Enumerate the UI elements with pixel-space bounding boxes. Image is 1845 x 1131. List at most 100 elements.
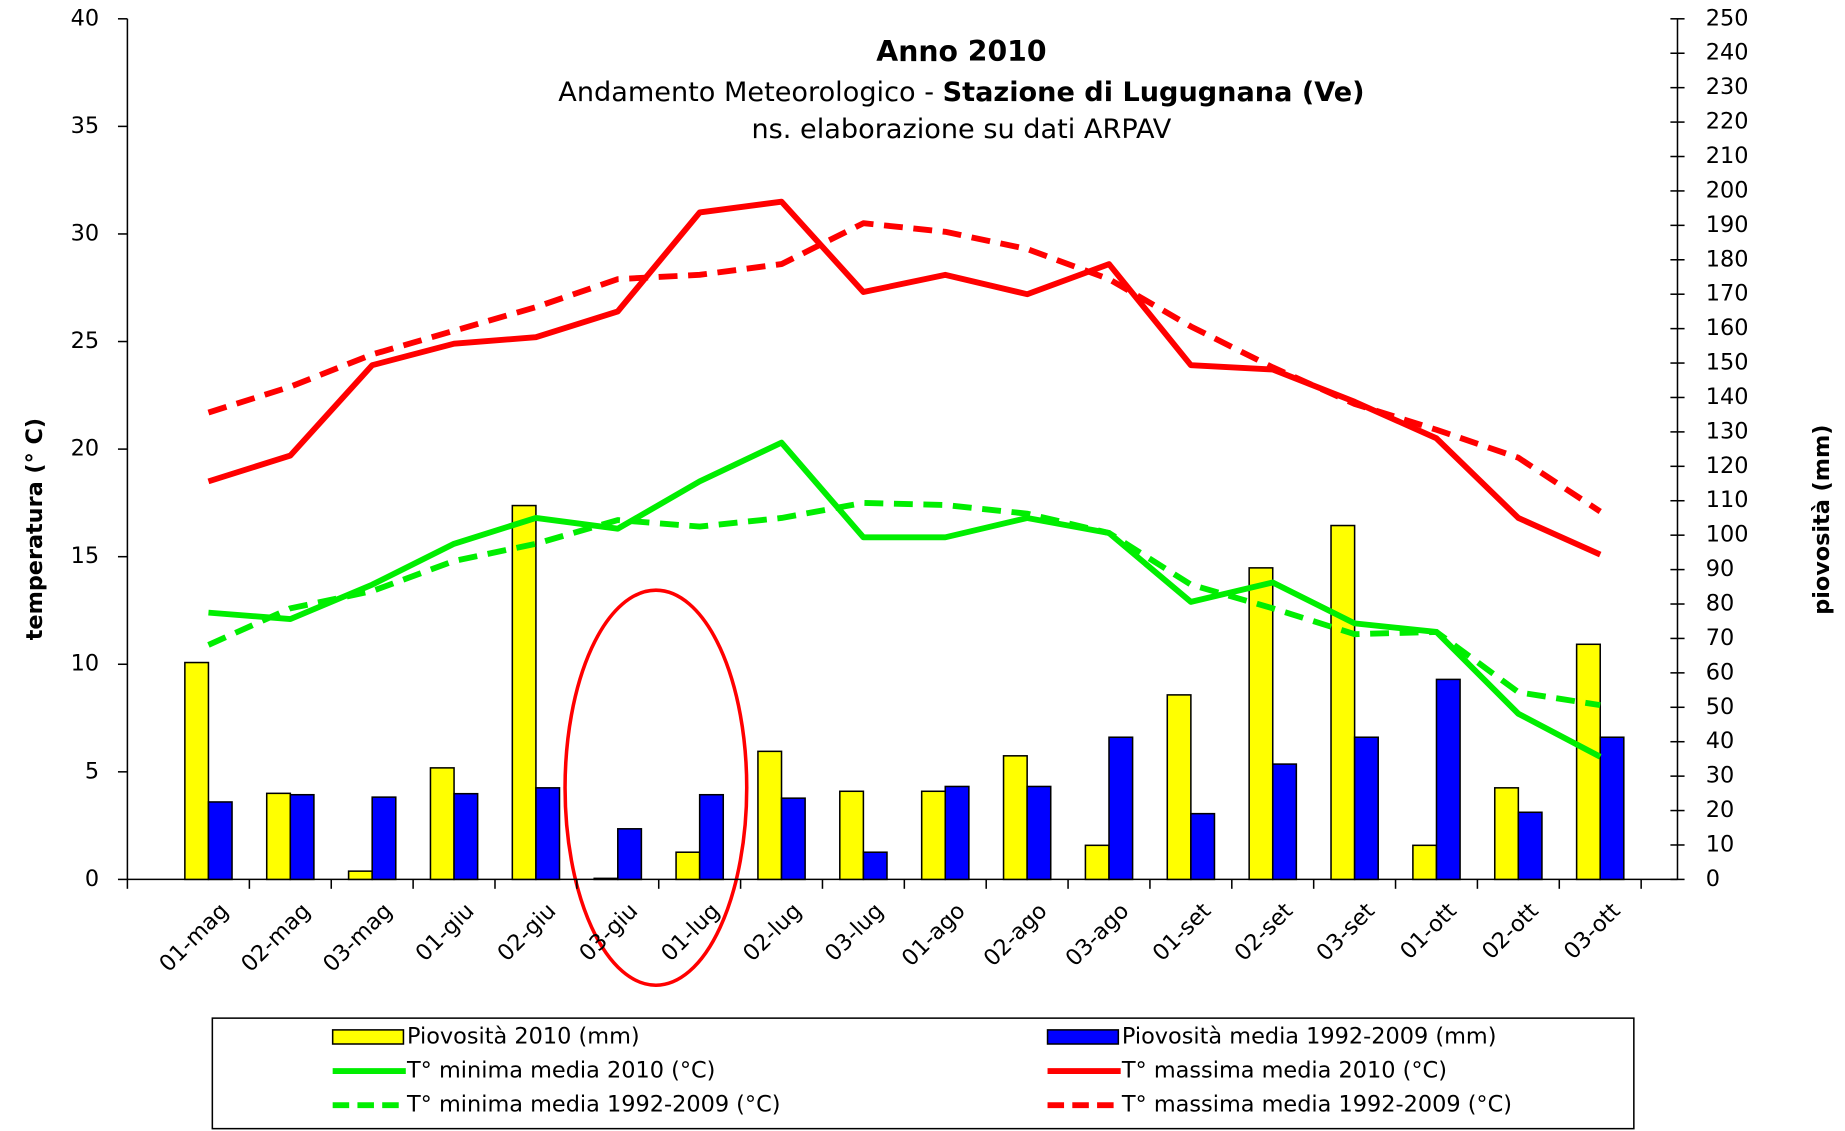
bar: [1435, 678, 1461, 881]
bar: [1026, 785, 1052, 881]
bar: [1412, 844, 1438, 881]
legend: [211, 1017, 1635, 1130]
y2-tick-label: 170: [1706, 281, 1749, 307]
bar: [944, 785, 970, 881]
legend-swatch: [331, 1029, 405, 1045]
chart-title: Anno 2010: [876, 35, 1046, 68]
x-tick-label: 03-set: [1311, 898, 1380, 966]
x-tick-label: 02-set: [1230, 898, 1299, 966]
y2-tick-label: 30: [1706, 763, 1735, 789]
bar: [675, 851, 701, 881]
bar: [593, 877, 619, 881]
bar: [1108, 736, 1134, 881]
y2-tick-label: 80: [1706, 591, 1735, 617]
x-tick-label: 02-ott: [1477, 898, 1544, 965]
highlight-ellipse: [563, 588, 749, 987]
y2-tick-label: 160: [1706, 315, 1749, 341]
y-axis-title: temperatura (° C): [22, 418, 48, 640]
bar: [780, 797, 806, 881]
y2-tick-label: 140: [1706, 384, 1749, 410]
y-tick-label: 30: [71, 220, 100, 246]
x-tick-label: 02-giu: [493, 898, 562, 967]
legend-swatch: [1046, 1029, 1120, 1045]
legend-label: Piovosità 2010 (mm): [407, 1023, 640, 1049]
y2-tick-label: 180: [1706, 246, 1749, 272]
chart-note: ns. elaborazione su dati ARPAV: [752, 114, 1172, 145]
bar: [698, 793, 725, 881]
bar: [1248, 567, 1274, 881]
x-tick-label: 03-ago: [1061, 898, 1135, 971]
bar: [1330, 524, 1356, 881]
bar: [1599, 736, 1625, 881]
y2-tick-label: 70: [1706, 625, 1735, 651]
x-tick-label: 01-giu: [411, 898, 480, 967]
x-tick-label: 03-ott: [1559, 898, 1626, 965]
y2-tick-label: 0: [1706, 866, 1720, 892]
y2-axis-title: piovosità (mm): [1809, 425, 1835, 615]
bar: [207, 801, 233, 881]
y-tick-label: 25: [71, 328, 100, 354]
y2-tick-label: 190: [1706, 212, 1749, 238]
bar: [1002, 755, 1028, 881]
legend-label: T° minima media 1992-2009 (°C): [406, 1092, 781, 1118]
line: [208, 439, 1602, 760]
y-tick-label: 0: [85, 866, 99, 892]
bar: [617, 828, 643, 881]
bar: [1353, 736, 1379, 881]
y2-tick-label: 10: [1706, 832, 1735, 858]
y-tick-label: 15: [71, 543, 100, 569]
x-tick-label: 01-ott: [1395, 898, 1462, 965]
line: [207, 220, 1602, 514]
legend-label: T° minima media 2010 (°C): [406, 1058, 715, 1084]
bar: [535, 787, 561, 881]
y-tick-label: 20: [71, 436, 100, 462]
y-tick-label: 40: [71, 5, 100, 31]
x-tick-label: 03-lug: [820, 898, 889, 967]
bar: [1575, 643, 1601, 881]
bar: [347, 870, 373, 881]
x-tick-label: 02-mag: [236, 898, 315, 977]
y2-tick-label: 50: [1706, 694, 1735, 720]
y-tick-label: 10: [71, 651, 100, 677]
bar: [453, 792, 479, 881]
x-tick-label: 02-ago: [979, 898, 1053, 971]
bar: [511, 504, 537, 881]
bar: [839, 790, 865, 881]
y-tick-label: 5: [85, 758, 99, 784]
bar: [1166, 694, 1192, 881]
legend-label: Piovosità media 1992-2009 (mm): [1122, 1023, 1497, 1049]
subtitle-part: Andamento Meteorologico -: [558, 76, 934, 107]
y2-tick-label: 220: [1706, 109, 1749, 135]
x-tick-label: 01-set: [1148, 898, 1217, 966]
bar: [862, 851, 888, 881]
y2-tick-label: 120: [1706, 453, 1749, 479]
x-tick-label: 01-ago: [897, 898, 971, 971]
bar: [289, 793, 315, 881]
y2-tick-label: 210: [1706, 143, 1749, 169]
y2-tick-label: 100: [1706, 522, 1749, 548]
x-tick-label: 02-lug: [738, 898, 807, 967]
chart-subtitle: Andamento Meteorologico - Stazione di Lu…: [558, 76, 1364, 107]
bar: [920, 790, 947, 881]
y2-tick-label: 240: [1706, 40, 1749, 66]
bar: [1271, 763, 1298, 881]
y2-tick-label: 110: [1706, 487, 1749, 513]
y2-tick-label: 230: [1706, 74, 1749, 100]
line: [207, 198, 1602, 558]
bar: [371, 796, 397, 881]
y2-tick-label: 20: [1706, 797, 1735, 823]
y2-tick-label: 130: [1706, 418, 1749, 444]
x-tick-label: 03-mag: [318, 898, 397, 977]
legend-label: T° massima media 1992-2009 (°C): [1121, 1092, 1512, 1118]
x-tick-label: 01-lug: [656, 898, 725, 967]
x-tick-label: 01-mag: [154, 898, 233, 977]
legend-label: T° massima media 2010 (°C): [1121, 1058, 1447, 1084]
y2-tick-label: 40: [1706, 728, 1735, 754]
y-tick-label: 35: [71, 113, 100, 139]
y2-tick-label: 150: [1706, 350, 1749, 376]
bar: [429, 767, 455, 881]
bar: [184, 661, 210, 881]
bar: [1084, 844, 1110, 881]
bar: [1493, 787, 1520, 881]
bar: [265, 792, 292, 881]
